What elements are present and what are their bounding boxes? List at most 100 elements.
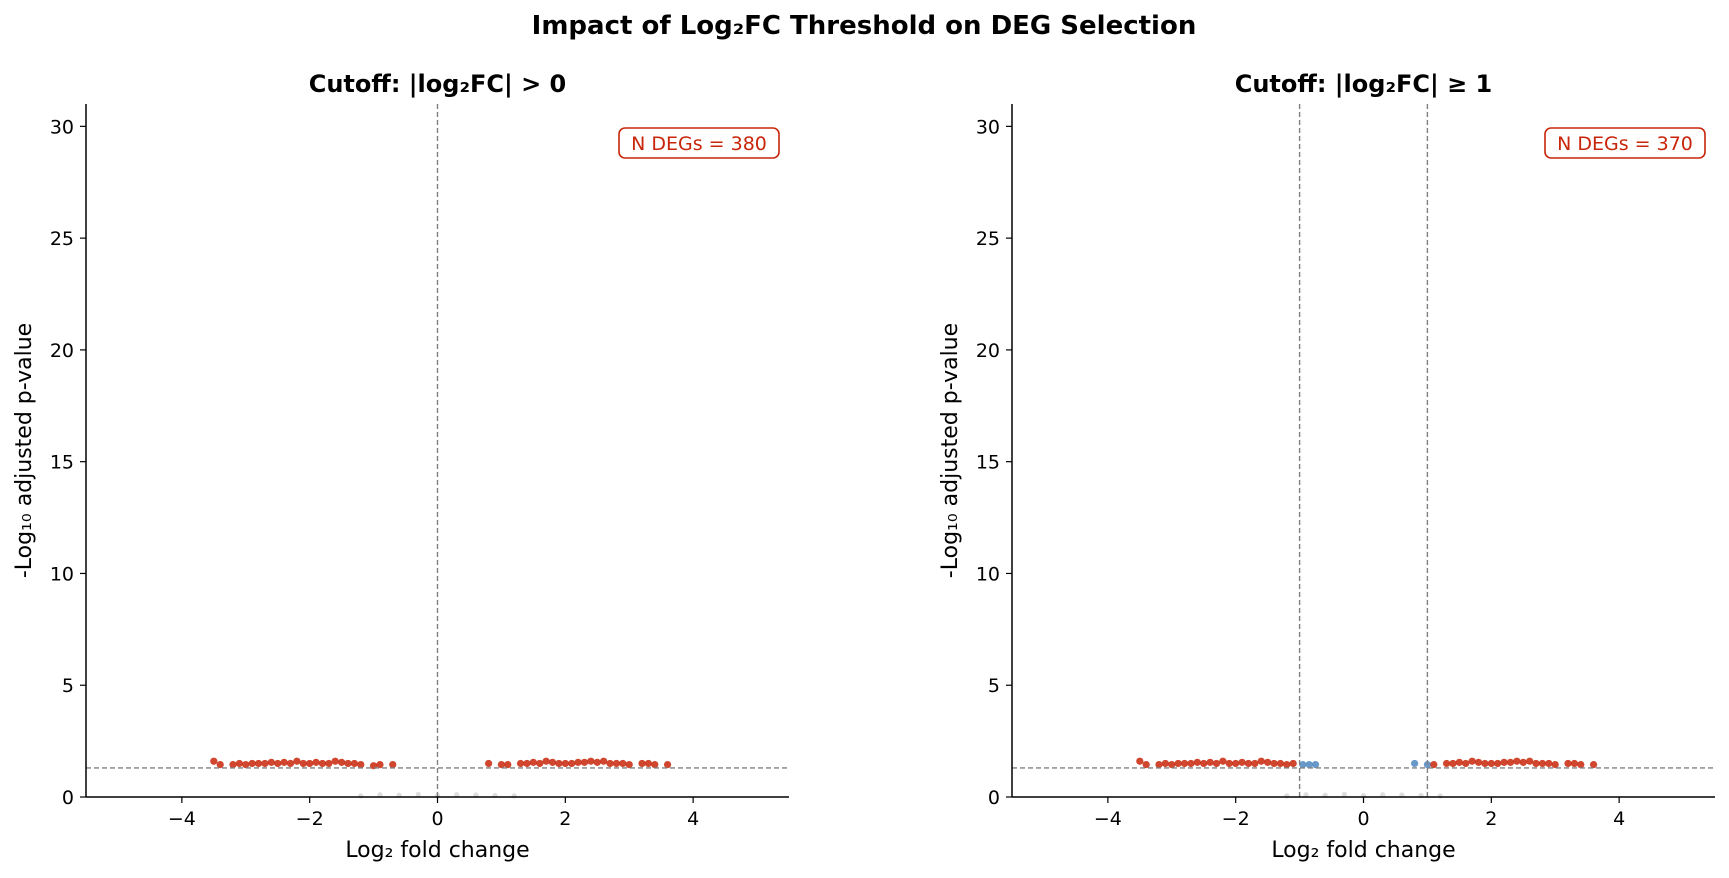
significant-gene-point (1481, 759, 1489, 768)
significant-gene-point (606, 759, 614, 768)
x-axis-label: Log₂ fold change (1271, 838, 1455, 863)
significant-gene-point (1168, 760, 1176, 769)
x-tick-label: 4 (687, 808, 699, 830)
significant-gene-point (561, 759, 569, 768)
significant-gene-point (350, 759, 359, 768)
significant-gene-point (1506, 758, 1515, 766)
y-tick-label: 30 (976, 116, 1000, 138)
significant-gene-point (306, 759, 314, 768)
significant-gene-point (229, 760, 237, 769)
y-tick-label: 30 (50, 116, 74, 138)
significant-gene-point (548, 758, 557, 766)
significant-gene-point (1538, 759, 1547, 768)
significant-gene-point (1474, 758, 1483, 766)
significant-gene-point (1513, 757, 1521, 765)
significant-gene-point (235, 759, 243, 768)
y-tick-label: 5 (988, 675, 1000, 697)
volcano-plot-right: Cutoff: |log₂FC| ≥ 1 −4 −2 0 2 4 0 5 10 15 20 25 30 L… (938, 70, 1715, 863)
significant-gene-point (619, 759, 627, 768)
significant-gene-point (1519, 758, 1527, 766)
significant-gene-point (357, 760, 365, 769)
significant-gene-point (210, 757, 218, 765)
significant-gene-point (274, 759, 282, 768)
significant-gene-point (216, 760, 224, 769)
significant-gene-point (1257, 757, 1265, 765)
x-tick-label: 0 (431, 808, 443, 830)
significant-gene-point (325, 759, 333, 768)
significant-gene-point (1430, 760, 1438, 769)
significant-gene-point (1564, 759, 1572, 768)
panel-title: Cutoff: |log₂FC| > 0 (309, 70, 567, 98)
significant-gene-point (1174, 759, 1182, 768)
significant-gene-point (1526, 757, 1534, 765)
significant-gene-point (1187, 759, 1195, 768)
significant-gene-point (497, 760, 506, 769)
significant-gene-point (1577, 760, 1585, 769)
x-tick-label: 0 (1357, 808, 1369, 830)
x-axis-label: Log₂ fold change (345, 838, 529, 863)
significant-gene-point (1212, 759, 1221, 768)
significant-gene-point (504, 760, 512, 769)
significant-gene-point (612, 759, 621, 768)
significant-gene-point (267, 758, 275, 766)
y-tick-label: 0 (62, 787, 74, 809)
significant-gene-point (1283, 760, 1291, 769)
significant-gene-point (1238, 758, 1246, 766)
significant-gene-point (1264, 758, 1272, 766)
significant-gene-point (542, 757, 550, 765)
nonsignificant-gene-point (377, 792, 383, 798)
significant-gene-point (587, 757, 595, 765)
nonsignificant-gene-point (1303, 792, 1309, 798)
fc_fail-gene-point (1411, 759, 1419, 768)
y-tick-label: 15 (976, 452, 1000, 474)
significant-gene-point (248, 759, 256, 768)
significant-gene-point (1289, 759, 1297, 768)
y-axis-label: -Log₁₀ adjusted p-value (12, 323, 37, 578)
significant-gene-point (1487, 759, 1495, 768)
nonsignificant-gene-point (1380, 792, 1386, 798)
significant-gene-point (1155, 760, 1163, 769)
significant-gene-point (1225, 759, 1233, 768)
significant-gene-point (1251, 759, 1259, 768)
y-tick-label: 5 (62, 675, 74, 697)
significant-gene-point (536, 759, 544, 768)
significant-gene-point (293, 757, 301, 765)
panel-title: Cutoff: |log₂FC| ≥ 1 (1235, 70, 1493, 98)
significant-gene-point (529, 758, 537, 766)
significant-gene-point (523, 759, 531, 768)
significant-gene-point (254, 759, 263, 768)
significant-gene-point (1462, 759, 1470, 768)
x-tick-label: 4 (1613, 808, 1625, 830)
significant-gene-point (1551, 760, 1559, 769)
nonsignificant-gene-point (415, 791, 421, 797)
y-tick-label: 10 (976, 563, 1000, 585)
significant-gene-point (242, 760, 250, 769)
significant-gene-point (580, 758, 589, 766)
significant-gene-point (344, 759, 352, 768)
y-tick-label: 10 (50, 563, 74, 585)
x-tick-label: −4 (1094, 808, 1122, 830)
significant-gene-point (1494, 759, 1502, 768)
significant-gene-point (1442, 759, 1451, 768)
significant-gene-point (574, 758, 582, 766)
significant-gene-point (663, 760, 672, 769)
significant-gene-point (1589, 760, 1598, 769)
x-tick-label: −2 (1222, 808, 1250, 830)
significant-gene-point (1276, 759, 1285, 768)
significant-gene-point (568, 759, 576, 768)
significant-gene-point (516, 759, 525, 768)
fc_fail-gene-point (1311, 760, 1320, 769)
y-tick-label: 15 (50, 452, 74, 474)
significant-gene-point (299, 759, 307, 768)
significant-gene-point (1180, 759, 1189, 768)
significant-gene-point (338, 758, 346, 766)
significant-gene-point (1244, 759, 1253, 768)
significant-gene-point (1545, 759, 1553, 768)
x-tick-label: 2 (559, 808, 571, 830)
significant-gene-point (1161, 759, 1169, 768)
y-tick-label: 25 (976, 228, 1000, 250)
deg-count-label: N DEGs = 380 (631, 133, 767, 155)
significant-gene-point (1232, 759, 1240, 768)
y-tick-label: 0 (988, 787, 1000, 809)
